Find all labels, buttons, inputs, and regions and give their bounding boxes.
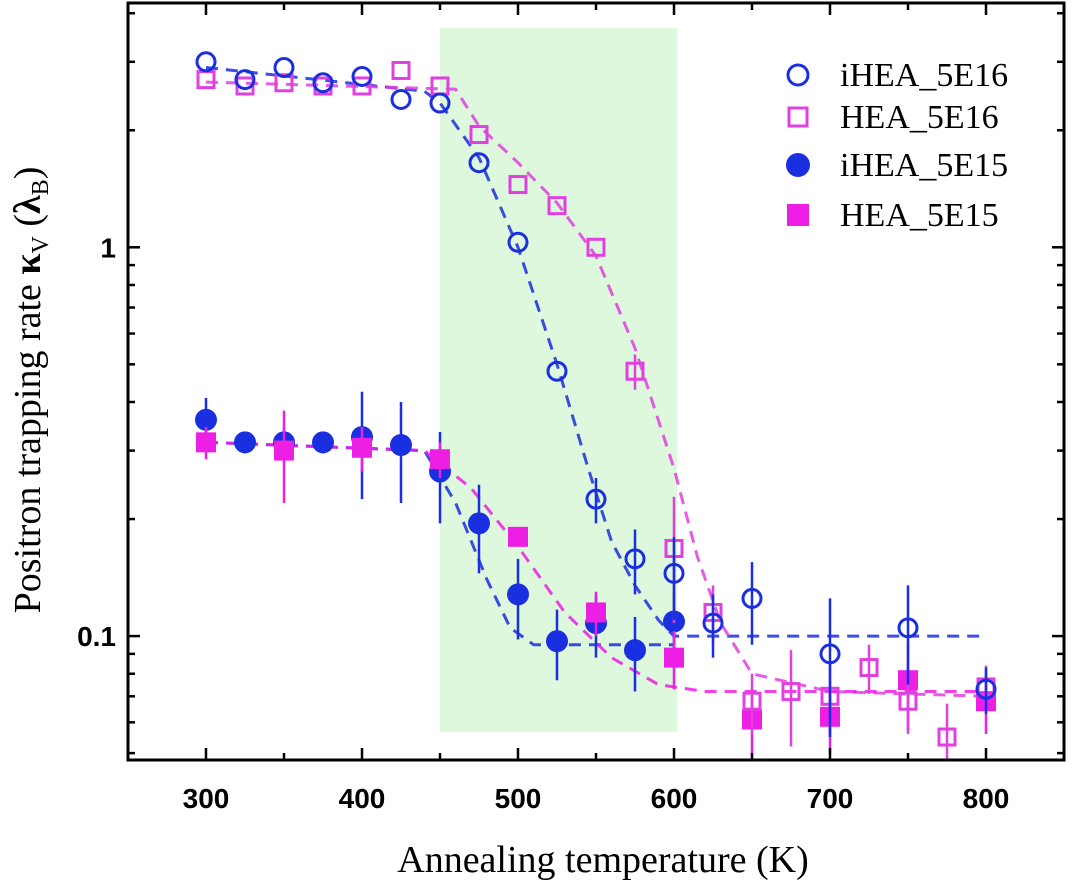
legend-label: HEA_5E16 — [840, 99, 999, 136]
data-point — [468, 512, 490, 535]
y-tick-label: 0.1 — [77, 621, 116, 652]
y-tick-label: 1 — [100, 232, 116, 263]
data-point — [781, 682, 801, 702]
legend-item: iHEA_5E16 — [786, 57, 1008, 94]
data-point — [507, 231, 529, 253]
fit-curve — [205, 66, 986, 638]
x-tick-label: 300 — [183, 783, 230, 814]
data-point — [742, 691, 762, 711]
data-point — [897, 617, 919, 639]
data-point — [352, 437, 372, 458]
legend-label: HEA_5E15 — [840, 197, 999, 234]
data-point — [273, 57, 295, 79]
x-tick-label: 600 — [651, 783, 698, 814]
data-point — [312, 431, 334, 454]
data-point — [390, 434, 412, 457]
data-point — [429, 92, 451, 114]
data-point — [507, 583, 529, 606]
x-tick-label: 500 — [495, 783, 542, 814]
data-point — [898, 691, 918, 711]
x-tick-label: 400 — [339, 783, 386, 814]
data-point — [859, 658, 879, 678]
data-point — [195, 408, 217, 431]
legend-marker — [786, 63, 810, 87]
data-point — [624, 639, 646, 662]
fit-curve — [205, 440, 986, 693]
data-point — [195, 51, 217, 73]
data-point — [546, 360, 568, 382]
axis-ticks: 300 400 500 600 700 800 1 0.1 — [77, 3, 1064, 814]
fit-curve — [205, 440, 674, 647]
data-point — [196, 70, 216, 90]
data-point — [624, 548, 646, 570]
data-point — [274, 73, 294, 93]
data-points — [195, 51, 997, 760]
data-point — [702, 612, 724, 634]
data-point — [547, 196, 567, 216]
data-point — [352, 76, 372, 96]
data-point — [937, 727, 957, 747]
data-point — [585, 488, 607, 510]
data-point — [741, 587, 763, 609]
x-axis-title: Annealing temperature (K) — [397, 839, 809, 881]
data-point — [586, 237, 606, 257]
data-point — [391, 60, 411, 80]
data-point — [663, 562, 685, 584]
y-axis-title: Positron trapping rate κV (λB) — [7, 167, 54, 614]
data-point — [274, 440, 294, 461]
legend-item: iHEA_5E15 — [786, 147, 1008, 184]
data-point — [351, 66, 373, 88]
x-tick-label: 700 — [807, 783, 854, 814]
fit-curves — [205, 66, 987, 698]
data-point — [234, 69, 256, 91]
data-point — [819, 643, 841, 665]
legend-marker — [787, 204, 809, 226]
legend: iHEA_5E16 HEA_5E16 iHEA_5E15 HEA_5E15 — [786, 57, 1008, 234]
legend-marker — [786, 153, 810, 177]
data-point — [196, 432, 216, 453]
data-point — [625, 361, 645, 381]
data-point — [546, 630, 568, 653]
data-point — [468, 152, 490, 174]
legend-label: iHEA_5E16 — [840, 57, 1008, 94]
data-point — [234, 431, 256, 454]
data-point — [469, 125, 489, 145]
data-point — [430, 449, 450, 470]
data-point — [508, 175, 528, 195]
fit-curve — [205, 80, 987, 698]
data-point — [390, 88, 412, 110]
legend-item: HEA_5E15 — [787, 197, 999, 234]
legend-label: iHEA_5E15 — [840, 147, 1008, 184]
data-point — [586, 602, 606, 623]
data-point — [975, 678, 997, 700]
legend-marker — [787, 106, 809, 128]
data-point — [312, 72, 334, 94]
x-tick-label: 800 — [963, 783, 1010, 814]
legend-item: HEA_5E16 — [787, 99, 999, 136]
data-point — [508, 526, 528, 547]
data-point — [664, 647, 684, 668]
